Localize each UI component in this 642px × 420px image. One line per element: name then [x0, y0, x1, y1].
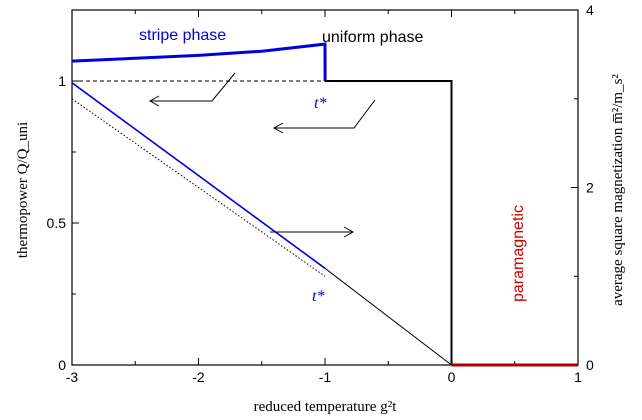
x-tick-label: -3	[66, 369, 79, 385]
arrow-left-middle	[272, 99, 376, 134]
x-tick-label: 0	[448, 369, 456, 385]
paramagnetic-label: paramagnetic	[510, 205, 527, 302]
y-right-tick-label: 4	[586, 2, 594, 18]
series-line-0	[71, 42, 327, 82]
x-tick-label: 1	[574, 369, 582, 385]
tstar-upper-label: t*	[314, 95, 326, 112]
uniform-phase-label: uniform phase	[322, 29, 423, 46]
y-left-axis-title: thermopower Q/Q_uni	[15, 122, 31, 258]
x-axis-title: reduced temperature g²t	[254, 399, 398, 415]
x-tick-label: -1	[319, 369, 332, 385]
series-layer	[71, 42, 578, 367]
y-left-tick-label: 1	[58, 73, 66, 89]
axis-arrows	[148, 72, 376, 238]
series-line-4	[324, 267, 452, 366]
y-right-tick-label: 0	[586, 357, 594, 373]
y-right-tick-label: 2	[586, 180, 594, 196]
stripe-phase-label: stripe phase	[139, 27, 226, 44]
arrow-left-upper	[148, 72, 236, 107]
arrow-right	[270, 226, 355, 238]
tstar-lower-label: t*	[312, 288, 324, 305]
y-left-tick-label: 0.5	[47, 215, 67, 231]
series-line-5	[71, 98, 326, 277]
x-tick-label: -2	[192, 369, 205, 385]
y-right-axis-title: average square magnetization m̅²/m_s²	[610, 74, 626, 306]
series-line-1	[325, 80, 453, 365]
series-line-3	[71, 82, 326, 269]
y-left-tick-label: 0	[58, 357, 66, 373]
